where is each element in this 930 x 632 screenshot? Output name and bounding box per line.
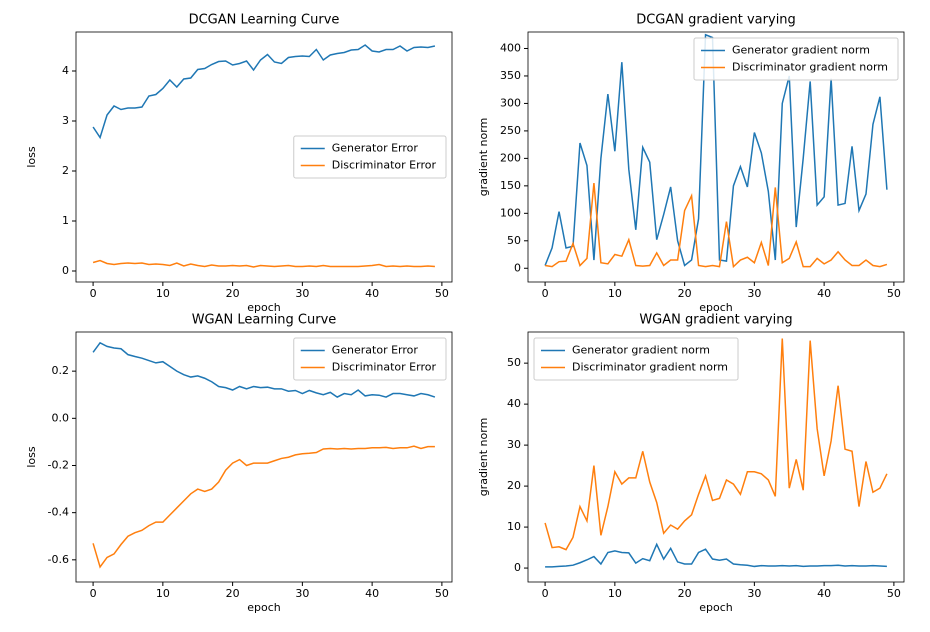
subplot: WGAN gradient varying 0 10 20 30 40 50 0 10 20 30 4…: [477, 313, 905, 614]
x-tick-label: 0: [90, 287, 97, 300]
x-tick-label: 20: [678, 587, 692, 600]
axes-frame: [527, 31, 905, 283]
x-tick-label: 50: [435, 587, 449, 600]
x-tick-label: 0: [542, 587, 549, 600]
legend-label: Generator Error: [332, 344, 419, 357]
y-tick-label: 0.2: [52, 364, 70, 377]
legend-box: [293, 135, 447, 179]
y-tick-label: 4: [62, 64, 69, 77]
legend-box: [693, 37, 899, 81]
y-tick-label: -0.6: [48, 553, 69, 566]
legend: Generator Error Discriminator Error: [293, 337, 447, 381]
x-tick-label: 30: [747, 587, 761, 600]
series-line: [545, 542, 887, 568]
legend-label: Discriminator Error: [332, 361, 437, 374]
y-tick-label: 100: [500, 206, 521, 219]
y-axis-label: gradient norm: [477, 118, 490, 197]
legend-label: Discriminator Error: [332, 159, 437, 172]
x-tick-label: 40: [365, 587, 379, 600]
series-line: [544, 338, 888, 551]
y-tick-label: 0.0: [52, 411, 70, 424]
subplot: WGAN Learning Curve 0 10 20 30 40 50 -0.6 -0.4 -0…: [25, 313, 453, 614]
series-line: [92, 341, 436, 398]
series-line: [92, 44, 436, 140]
y-tick-label: 10: [507, 520, 521, 533]
y-tick-label: 50: [507, 356, 521, 369]
legend-label: Generator gradient norm: [572, 344, 710, 357]
series-line: [544, 33, 888, 267]
legend-label: Generator Error: [332, 142, 419, 155]
y-tick-label: 0: [62, 264, 69, 277]
y-axis-label: loss: [25, 146, 38, 168]
x-axis-label: epoch: [247, 301, 281, 314]
x-tick-label: 20: [678, 287, 692, 300]
x-tick-label: 0: [90, 587, 97, 600]
y-tick-label: -0.2: [48, 458, 69, 471]
y-tick-label: 350: [500, 69, 521, 82]
x-tick-label: 10: [156, 587, 170, 600]
series-line: [92, 259, 435, 268]
y-tick-label: 0: [514, 261, 521, 274]
x-tick-label: 40: [817, 587, 831, 600]
subplot-title: DCGAN Learning Curve: [189, 13, 340, 28]
x-axis-label: epoch: [699, 301, 733, 314]
x-tick-label: 30: [747, 287, 761, 300]
y-tick-label: 30: [507, 438, 521, 451]
legend: Generator gradient norm Discriminator gra…: [533, 337, 739, 381]
y-tick-label: 400: [500, 41, 521, 54]
y-axis-label: gradient norm: [477, 418, 490, 497]
legend: Generator gradient norm Discriminator gra…: [693, 37, 899, 81]
y-tick-label: 1: [62, 214, 69, 227]
x-tick-label: 10: [608, 287, 622, 300]
y-tick-label: -0.4: [48, 506, 69, 519]
x-axis-label: epoch: [247, 601, 281, 614]
x-tick-label: 50: [887, 287, 901, 300]
x-tick-label: 40: [817, 287, 831, 300]
y-tick-label: 40: [507, 397, 521, 410]
y-tick-label: 200: [500, 151, 521, 164]
y-tick-label: 50: [507, 234, 521, 247]
legend-label: Discriminator gradient norm: [572, 361, 728, 374]
legend-label: Discriminator gradient norm: [732, 61, 888, 74]
subplot-title: WGAN Learning Curve: [192, 313, 337, 328]
subplot: DCGAN gradient varying 0 10 20 30 40 50 0 50 100 1…: [477, 13, 905, 314]
x-axis-label: epoch: [699, 601, 733, 614]
series-line: [544, 183, 888, 269]
subplot: DCGAN Learning Curve 0 10 20 30 40 50 0 1 2 3 4 epoc…: [25, 13, 453, 314]
x-tick-label: 20: [226, 287, 240, 300]
axes-frame: [75, 331, 453, 583]
x-tick-label: 50: [887, 587, 901, 600]
axes-frame: [527, 331, 905, 583]
y-tick-label: 3: [62, 114, 69, 127]
x-tick-label: 10: [156, 287, 170, 300]
y-axis-label: loss: [25, 446, 38, 468]
x-tick-label: 10: [608, 587, 622, 600]
subplot-title: DCGAN gradient varying: [636, 13, 796, 28]
axes-frame: [75, 31, 453, 283]
legend: Generator Error Discriminator Error: [293, 135, 447, 179]
x-tick-label: 0: [542, 287, 549, 300]
legend-label: Generator gradient norm: [732, 44, 870, 57]
y-tick-label: 250: [500, 124, 521, 137]
subplot-title: WGAN gradient varying: [639, 313, 792, 328]
y-tick-label: 150: [500, 179, 521, 192]
y-tick-label: 20: [507, 479, 521, 492]
legend-box: [533, 337, 739, 381]
y-tick-label: 0: [514, 561, 521, 574]
x-tick-label: 30: [295, 587, 309, 600]
y-tick-label: 300: [500, 96, 521, 109]
x-tick-label: 20: [226, 587, 240, 600]
x-tick-label: 40: [365, 287, 379, 300]
series-line: [92, 445, 435, 569]
legend-box: [293, 337, 447, 381]
x-tick-label: 30: [295, 287, 309, 300]
y-tick-label: 2: [62, 164, 69, 177]
x-tick-label: 50: [435, 287, 449, 300]
